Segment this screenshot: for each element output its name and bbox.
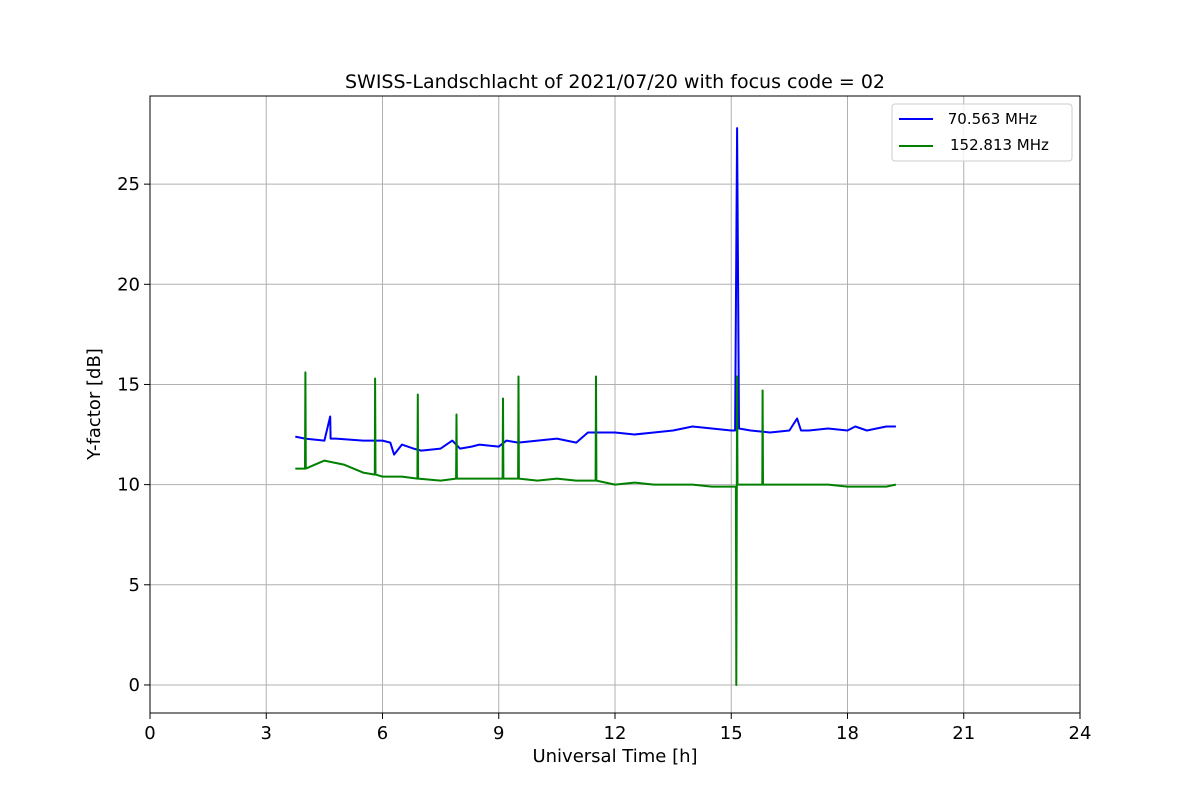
x-tick-label: 12 — [604, 723, 627, 744]
x-tick-label: 24 — [1069, 723, 1092, 744]
x-tick-label: 6 — [377, 723, 388, 744]
y-tick-label: 5 — [129, 575, 140, 596]
y-tick-label: 25 — [117, 174, 140, 195]
ticks: 0 3 6 9 12 15 18 21 24 0 5 10 15 20 25 — [117, 174, 1091, 744]
legend: 70.563 MHz 152.813 MHz — [891, 103, 1073, 162]
series-line-2 — [295, 371, 897, 686]
y-tick-label: 0 — [129, 675, 140, 696]
y-tick-label: 20 — [117, 274, 140, 295]
series-layer — [295, 127, 897, 686]
chart-title: SWISS-Landschlacht of 2021/07/20 with fo… — [345, 71, 885, 93]
series-line-1 — [295, 127, 896, 456]
y-tick-label: 10 — [117, 475, 140, 496]
x-tick-label: 21 — [952, 723, 975, 744]
x-tick-label: 0 — [144, 723, 155, 744]
y-axis-label: Y-factor [dB] — [84, 348, 105, 461]
legend-label-series-1: 70.563 MHz — [943, 110, 1037, 128]
y-tick-label: 15 — [117, 374, 140, 395]
x-tick-label: 18 — [836, 723, 859, 744]
legend-box — [891, 103, 1073, 162]
legend-label-series-2: 152.813 MHz — [950, 136, 1049, 154]
x-axis-label: Universal Time [h] — [532, 746, 697, 767]
x-tick-label: 15 — [720, 723, 743, 744]
x-tick-label: 9 — [493, 723, 504, 744]
x-tick-label: 3 — [261, 723, 272, 744]
